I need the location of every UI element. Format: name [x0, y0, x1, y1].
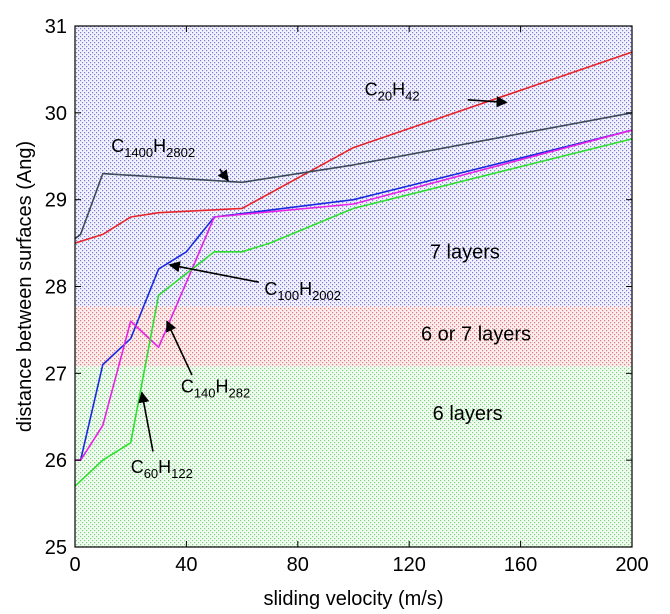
annotation-arrow-c60	[138, 391, 154, 452]
y-tick-label: 26	[45, 450, 67, 472]
annotation-label-c100: C100H2002	[264, 279, 341, 303]
series-line-c140	[75, 129, 633, 462]
annotation-label-c140: C140H282	[181, 376, 250, 400]
region-6-or-7-layers	[75, 306, 632, 367]
annotation-label-c20: C20H42	[365, 79, 420, 103]
layer-regions	[75, 26, 632, 547]
zone-labels: 7 layers 6 or 7 layers 6 layers	[421, 242, 531, 426]
x-tick-label: 160	[504, 554, 537, 576]
x-tick-label: 80	[287, 554, 309, 576]
annotation-arrow-c1400	[217, 168, 229, 182]
annotation-label-c1400: C1400H2802	[111, 136, 195, 160]
annotation-arrow-c20	[467, 96, 508, 108]
series-line-c60	[74, 138, 633, 487]
series-lines	[74, 51, 633, 487]
y-tick-label: 27	[45, 363, 67, 385]
series-line-c20	[74, 51, 633, 244]
axis-ticks: 0 40 80 120 160 200 25 26 27 28 29 30 31	[45, 16, 649, 576]
y-tick-label: 25	[45, 537, 67, 559]
zone-label-2: 6 layers	[433, 403, 503, 425]
annotation-arrow-c140	[166, 320, 193, 376]
series-line-c100	[75, 129, 633, 462]
zone-label-0: 7 layers	[430, 242, 500, 264]
x-tick-label: 0	[69, 554, 80, 576]
series-line-c1400	[74, 112, 633, 240]
y-tick-label: 29	[45, 190, 67, 212]
x-tick-label: 40	[175, 554, 197, 576]
y-axis-label: distance between surfaces (Ang)	[14, 141, 36, 432]
region-7-layers	[75, 26, 632, 307]
annotation-arrow-c100	[168, 261, 259, 283]
y-tick-label: 30	[45, 103, 67, 125]
annotation-label-c60: C60H122	[131, 457, 193, 481]
region-6-layers	[75, 366, 632, 547]
x-tick-label: 200	[615, 554, 648, 576]
y-tick-label: 28	[45, 277, 67, 299]
y-tick-label: 31	[45, 16, 67, 38]
annotations: C20H42 C1400H2802 C100H2002 C140H282 C60H122	[111, 79, 508, 481]
x-tick-label: 120	[393, 554, 426, 576]
zone-label-1: 6 or 7 layers	[421, 323, 531, 345]
x-axis-label: sliding velocity (m/s)	[263, 588, 443, 610]
